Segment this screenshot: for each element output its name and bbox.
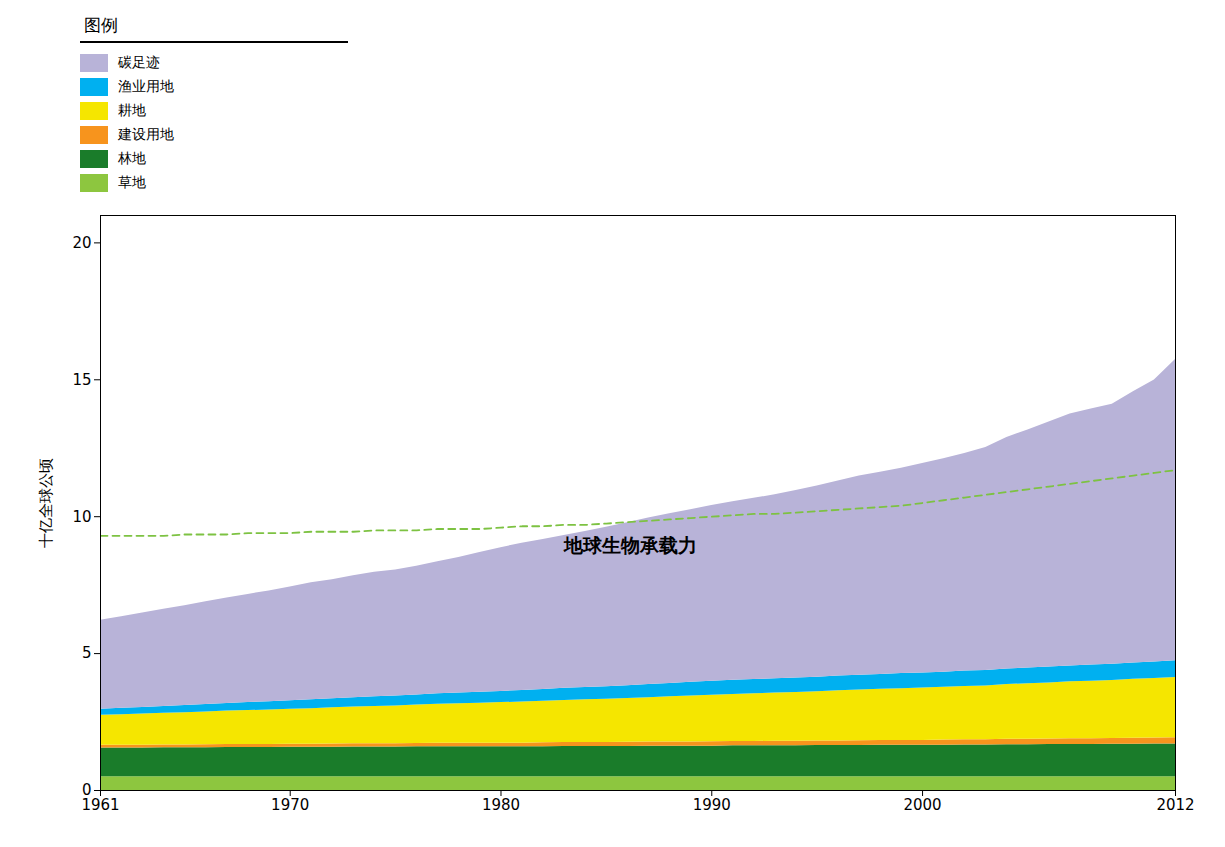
svg-text:10: 10 [72, 507, 91, 525]
svg-text:地球生物承载力: 地球生物承载力 [563, 534, 697, 556]
html-text:草地: 草地 [118, 174, 146, 190]
svg-text:1970: 1970 [271, 796, 309, 814]
svg-text:5: 5 [82, 644, 92, 662]
html-text:碳足迹: 碳足迹 [118, 54, 160, 70]
html-text:林地: 林地 [118, 150, 146, 166]
svg-text:1961: 1961 [81, 796, 119, 814]
svg-text:15: 15 [72, 371, 91, 389]
svg-text:1980: 1980 [482, 796, 520, 814]
html-text:渔业用地: 渔业用地 [118, 78, 174, 94]
svg-text:20: 20 [72, 234, 91, 252]
svg-text:1990: 1990 [693, 796, 731, 814]
html-text:建设用地: 建设用地 [118, 126, 174, 142]
svg-text:2012: 2012 [1156, 796, 1194, 814]
html-text:图例: 图例 [84, 15, 118, 35]
svg-text:0: 0 [82, 781, 92, 800]
html-text:耕地: 耕地 [118, 102, 146, 118]
svg-text:十亿全球公顷: 十亿全球公顷 [37, 458, 55, 548]
svg-text:2000: 2000 [903, 796, 941, 814]
